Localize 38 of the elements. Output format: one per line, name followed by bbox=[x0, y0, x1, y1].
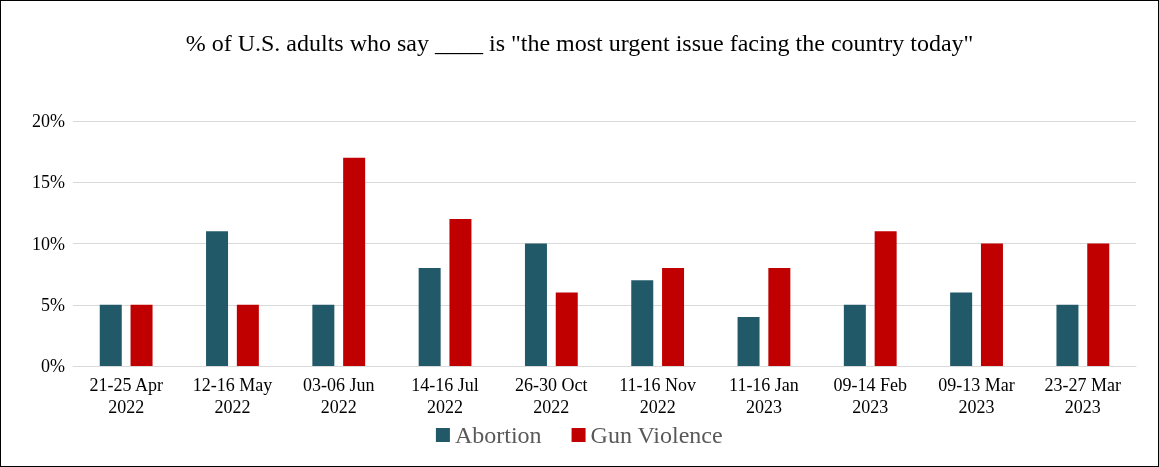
bar bbox=[950, 292, 973, 366]
bar bbox=[874, 231, 897, 366]
x-tick-label: 09-14 Feb 2023 bbox=[833, 375, 907, 417]
bar bbox=[343, 157, 366, 366]
bar bbox=[662, 268, 685, 366]
legend-label: Gun Violence bbox=[590, 422, 723, 448]
y-tick-label: 15% bbox=[32, 172, 65, 193]
bar bbox=[449, 219, 472, 366]
bar bbox=[130, 304, 153, 366]
bar bbox=[1056, 304, 1079, 366]
x-tick-label: 11-16 Jan 2023 bbox=[729, 375, 799, 417]
chart-title: % of U.S. adults who say ____ is "the most urgent issue facing the country today" bbox=[185, 30, 974, 56]
y-tick-label: 10% bbox=[32, 233, 65, 254]
bar bbox=[843, 304, 866, 366]
x-tick-label: 09-13 Mar 2023 bbox=[938, 375, 1015, 417]
x-tick-label: 21-25 Apr 2022 bbox=[89, 375, 163, 417]
bar bbox=[1087, 243, 1110, 366]
x-tick-label: 14-16 Jul 2022 bbox=[411, 375, 479, 417]
x-tick-label: 03-06 Jun 2022 bbox=[303, 375, 375, 417]
bar bbox=[980, 243, 1003, 366]
bar bbox=[737, 317, 760, 366]
bar bbox=[555, 292, 578, 366]
bar bbox=[206, 231, 229, 366]
bar bbox=[99, 304, 122, 366]
x-tick-label: 26-30 Oct 2022 bbox=[515, 375, 588, 417]
x-tick-label: 12-16 May 2022 bbox=[192, 375, 273, 417]
y-tick-label: 0% bbox=[41, 356, 65, 376]
bar bbox=[312, 304, 335, 366]
bar bbox=[768, 268, 791, 366]
bar bbox=[236, 304, 259, 366]
bar bbox=[524, 243, 547, 366]
bar bbox=[418, 268, 441, 366]
y-tick-label: 5% bbox=[41, 294, 65, 315]
bar bbox=[631, 280, 654, 366]
x-tick-label: 11-16 Nov 2022 bbox=[619, 375, 697, 417]
legend-label: Abortion bbox=[454, 422, 542, 448]
y-tick-label: 20% bbox=[32, 111, 65, 131]
x-tick-label: 23-27 Mar 2023 bbox=[1044, 375, 1122, 417]
